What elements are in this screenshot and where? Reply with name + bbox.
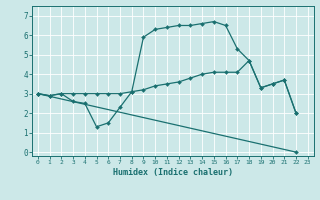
X-axis label: Humidex (Indice chaleur): Humidex (Indice chaleur) xyxy=(113,168,233,177)
